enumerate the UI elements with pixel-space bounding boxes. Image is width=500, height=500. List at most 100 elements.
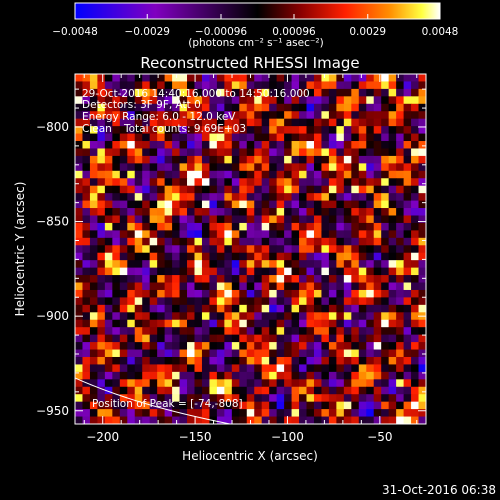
heatmap-cell <box>336 386 345 395</box>
heatmap-cell <box>381 371 390 380</box>
heatmap-cell <box>261 185 270 194</box>
colorbar-tick-label: −0.0048 <box>52 26 98 38</box>
heatmap-cell <box>134 394 143 403</box>
heatmap-cell <box>276 342 285 350</box>
heatmap-cell <box>216 133 225 142</box>
heatmap-cell <box>261 334 270 343</box>
heatmap-cell <box>254 304 263 313</box>
heatmap-cell <box>149 193 158 201</box>
heatmap-cell <box>343 342 352 350</box>
heatmap-cell <box>313 155 322 164</box>
heatmap-cell <box>306 193 315 201</box>
heatmap-cell <box>187 96 195 105</box>
heatmap-cell <box>164 319 173 328</box>
heatmap-cell <box>269 252 278 261</box>
heatmap-cell <box>157 401 166 410</box>
heatmap-cell <box>134 230 143 239</box>
heatmap-cell <box>246 319 255 328</box>
heatmap-cell <box>246 386 255 395</box>
heatmap-cell <box>89 252 98 261</box>
heatmap-cell <box>134 163 143 172</box>
heatmap-cell <box>373 297 382 306</box>
heatmap-cell <box>134 118 143 127</box>
heatmap-cell <box>82 96 91 105</box>
heatmap-cell <box>351 289 360 298</box>
heatmap-cell <box>104 96 113 105</box>
heatmap-cell <box>231 111 240 120</box>
heatmap-cell <box>127 96 136 105</box>
heatmap-cell <box>172 208 180 216</box>
heatmap-cell <box>411 379 419 388</box>
heatmap-cell <box>343 252 352 261</box>
heatmap-cell <box>179 81 188 90</box>
heatmap-cell <box>127 88 136 97</box>
heatmap-cell <box>381 356 390 365</box>
heatmap-cell <box>284 386 292 395</box>
heatmap-cell <box>187 349 195 358</box>
heatmap-cell <box>224 163 233 172</box>
heatmap-cell <box>134 252 143 261</box>
heatmap-cell <box>396 81 404 90</box>
heatmap-cell <box>224 155 233 164</box>
heatmap-cell <box>381 126 390 134</box>
heatmap-cell <box>119 148 128 157</box>
y-axis-label: Heliocentric Y (arcsec) <box>13 182 27 317</box>
heatmap-cell <box>254 252 263 261</box>
heatmap-cell <box>381 103 390 112</box>
heatmap-cell <box>209 401 218 410</box>
heatmap-cell <box>291 103 300 112</box>
heatmap-cell <box>231 312 240 321</box>
heatmap-cell <box>261 319 270 328</box>
heatmap-cell <box>351 133 360 142</box>
heatmap-cell <box>164 230 173 239</box>
heatmap-cell <box>194 371 203 380</box>
heatmap-cell <box>403 230 412 239</box>
heatmap-cell <box>254 200 263 209</box>
heatmap-cell <box>134 275 143 283</box>
heatmap-cell <box>172 386 180 395</box>
heatmap-cell <box>343 74 352 82</box>
heatmap-cell <box>388 222 397 231</box>
heatmap-cell <box>104 312 113 321</box>
heatmap-cell <box>75 111 83 120</box>
heatmap-cell <box>299 163 307 172</box>
heatmap-cell <box>134 260 143 269</box>
heatmap-cell <box>239 230 248 239</box>
heatmap-cell <box>157 334 166 343</box>
heatmap-cell <box>239 356 248 365</box>
heatmap-cell <box>328 163 337 172</box>
heatmap-cell <box>142 208 151 216</box>
heatmap-cell <box>261 237 270 246</box>
heatmap-cell <box>97 103 106 112</box>
heatmap-cell <box>194 126 203 134</box>
heatmap-cell <box>246 222 255 231</box>
heatmap-cell <box>358 342 367 350</box>
heatmap-cell <box>127 260 136 269</box>
heatmap-cell <box>157 163 166 172</box>
heatmap-cell <box>313 334 322 343</box>
heatmap-cell <box>373 81 382 90</box>
heatmap-cell <box>276 312 285 321</box>
heatmap-cell <box>149 289 158 298</box>
heatmap-cell <box>343 230 352 239</box>
heatmap-cell <box>411 252 419 261</box>
heatmap-cell <box>246 401 255 410</box>
heatmap-cell <box>142 379 151 388</box>
heatmap-cell <box>187 267 195 276</box>
heatmap-cell <box>411 267 419 276</box>
y-tick-label: −900 <box>36 309 69 323</box>
heatmap-cell <box>373 409 382 417</box>
heatmap-cell <box>157 312 166 321</box>
heatmap-cell <box>291 297 300 306</box>
heatmap-cell <box>403 185 412 194</box>
heatmap-cell <box>291 133 300 142</box>
heatmap-cell <box>112 215 121 224</box>
heatmap-cell <box>373 334 382 343</box>
heatmap-cell <box>216 178 225 187</box>
heatmap-cell <box>157 260 166 269</box>
heatmap-cell <box>231 297 240 306</box>
heatmap-cell <box>418 282 426 291</box>
heatmap-cell <box>276 379 285 388</box>
heatmap-cell <box>418 356 426 365</box>
heatmap-cell <box>89 163 98 172</box>
